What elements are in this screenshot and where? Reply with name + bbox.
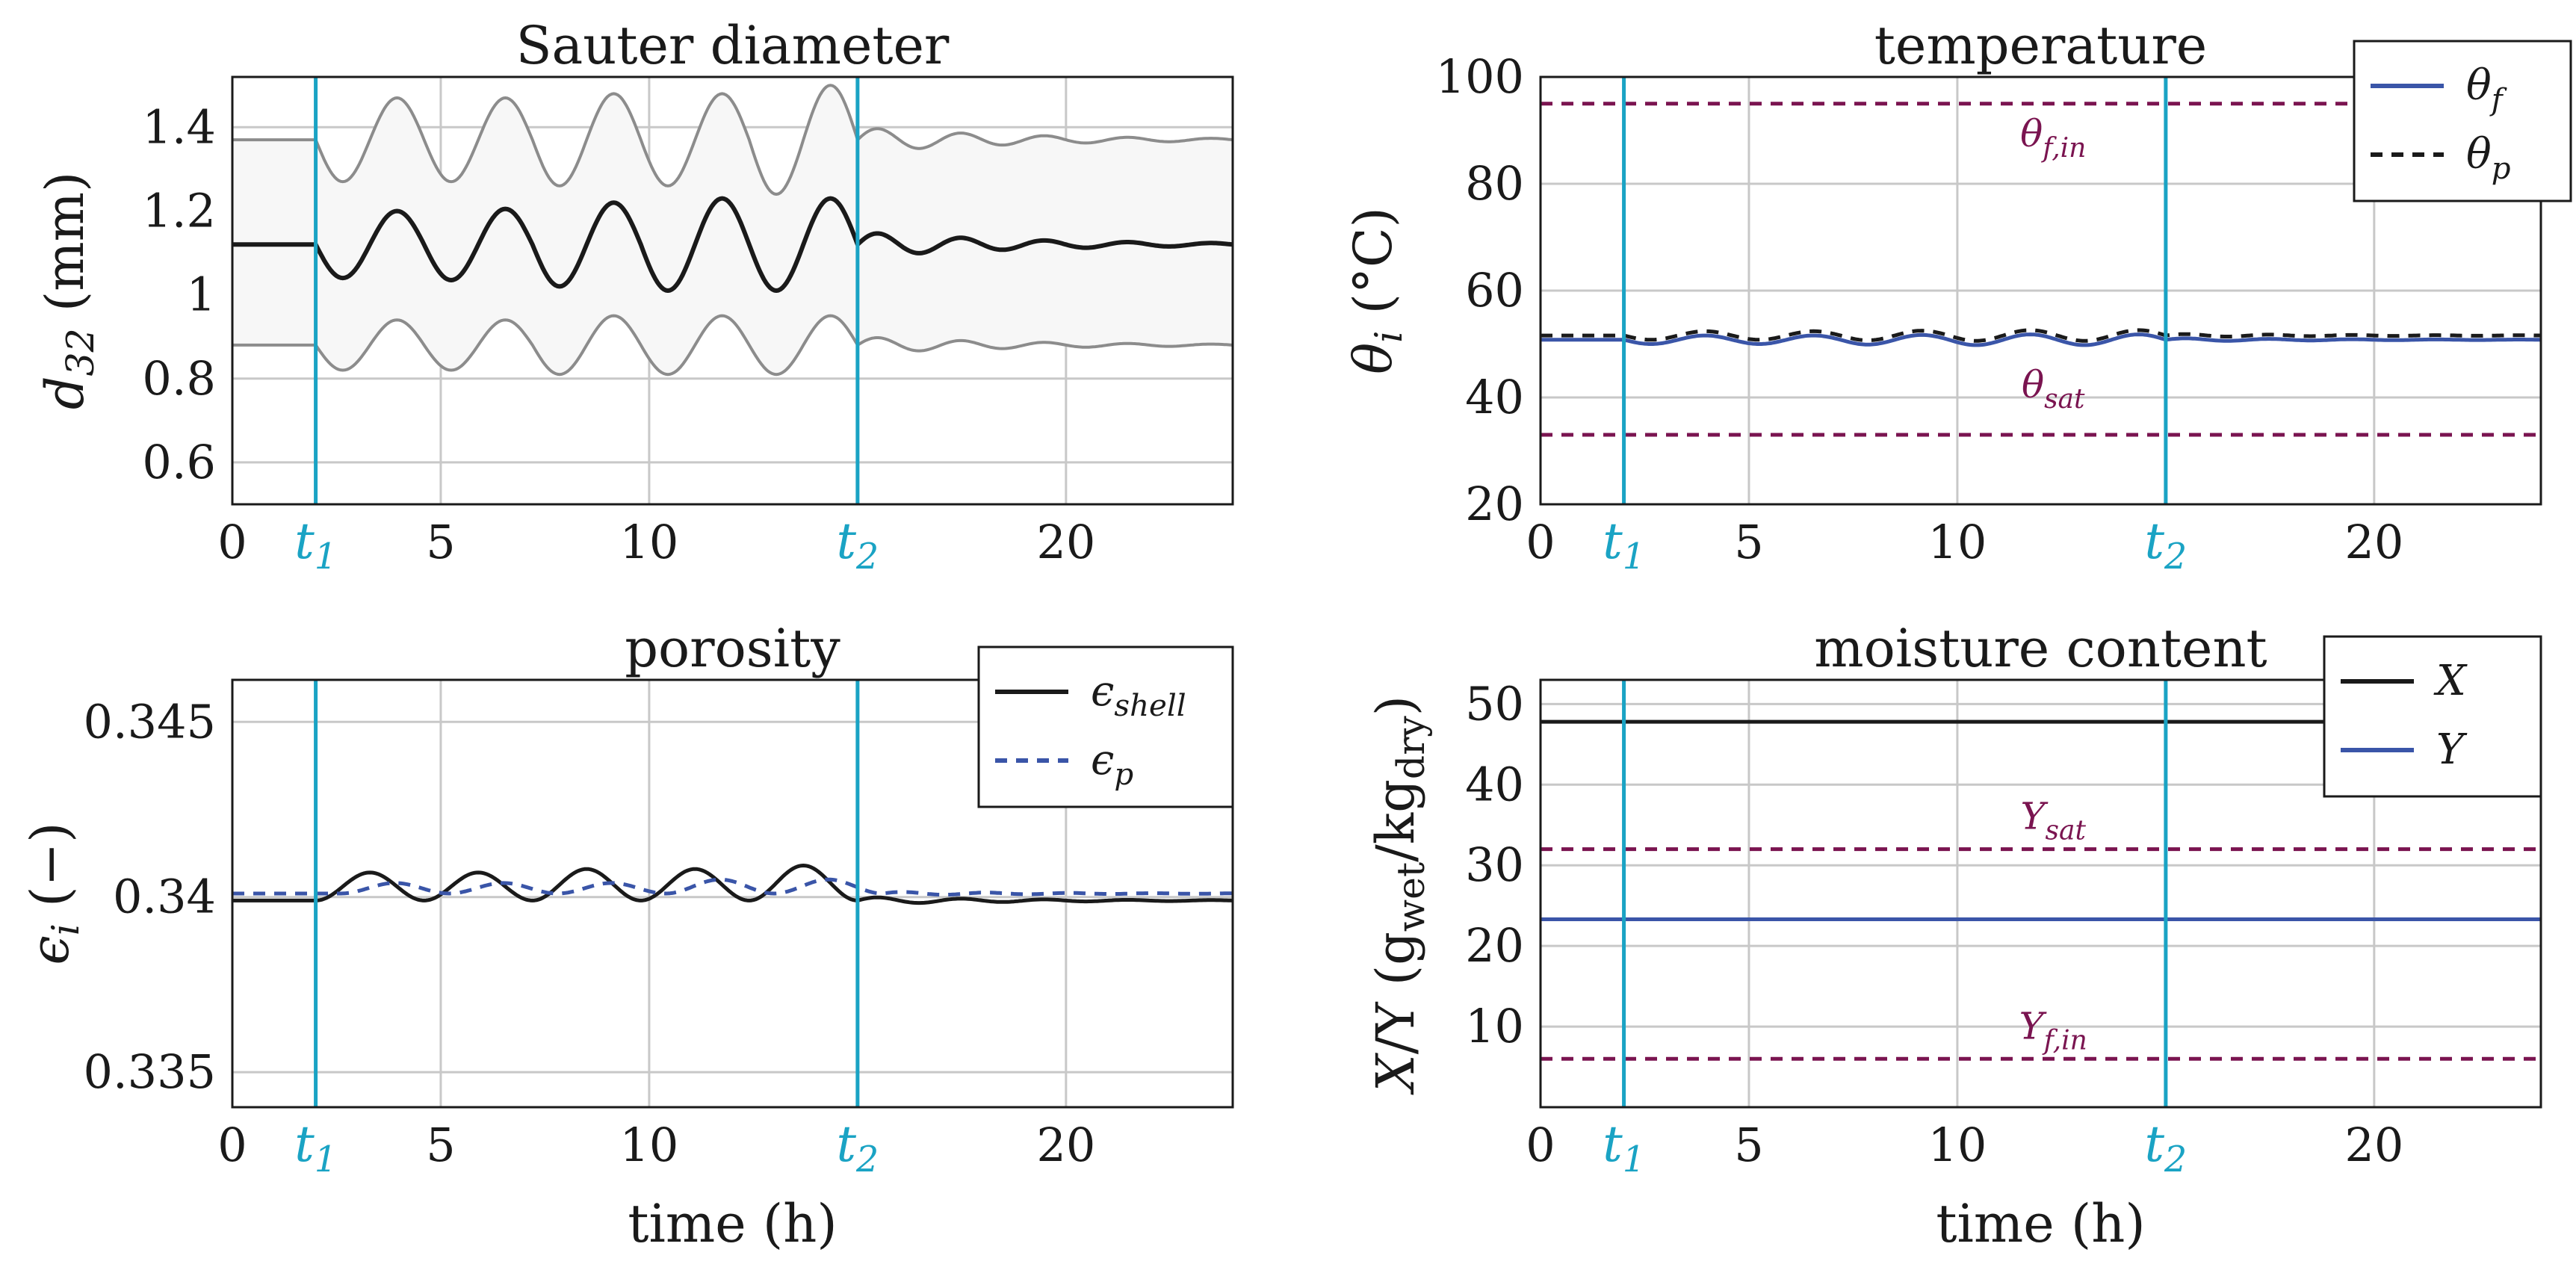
x-tick-label: 20 [1036,515,1095,569]
y-tick-label: 50 [1465,676,1524,731]
chart-title: porosity [625,618,840,679]
chart-title: moisture content [1814,618,2267,679]
x-tick-label: 0 [1526,515,1555,569]
series-line [1541,332,2541,347]
x-tick-label: 0 [217,515,247,569]
y-tick-label: 80 [1465,156,1524,211]
band-area [232,85,1233,375]
x-tick-label: 20 [2344,1118,2403,1172]
x-axis-label: time (h) [1936,1193,2145,1254]
y-tick-label: 0.8 [142,351,216,406]
x-tick-label: 5 [426,1118,455,1172]
axes-frame [1539,75,2542,506]
y-tick-label: 0.34 [113,870,216,924]
x-tick-label: 5 [1734,1118,1763,1172]
legend: ϵshell ϵp [977,645,1234,808]
annotation-label: θf,in [2020,112,2086,164]
event-tick-label: t1 [294,1115,337,1180]
y-tick-label: 100 [1436,49,1524,104]
series-line [1541,328,2541,343]
panel-temperature: θf,in θsat 0 5 10 20 t1 t2 20 40 60 80 100 temperatur… [1343,15,2572,578]
y-tick-label: 60 [1465,263,1524,318]
legend: XY [2323,635,2542,798]
series-line [232,877,1233,897]
chart-title: temperature [1874,15,2207,76]
event-tick-label: t2 [2144,513,2187,578]
axes-frame [231,75,1234,506]
x-tick-label: 10 [619,515,678,569]
plot-area [232,77,1233,504]
y-tick-label: 0.6 [142,435,216,489]
legend-box [2353,40,2572,202]
y-tick-label: 30 [1465,837,1524,892]
legend-box [2323,635,2542,798]
annotation-label: Yf,in [2019,1004,2087,1056]
y-tick-label: 0.335 [84,1044,217,1099]
legend-label: ϵshell [1091,667,1186,723]
x-axis-label: time (h) [628,1193,837,1254]
series-line [232,196,1233,293]
event-tick-label: t1 [294,513,337,578]
x-tick-label: 10 [619,1118,678,1172]
annotation-label: Ysat [2021,795,2087,846]
series-line [232,864,1233,905]
plot-area [232,680,1233,1107]
event-tick-label: t2 [836,513,879,578]
y-tick-label: 0.345 [84,694,217,749]
legend-label: ϵp [1091,736,1133,792]
annotation-label: θsat [2022,363,2085,415]
x-tick-label: 10 [1928,515,1987,569]
event-tick-label: t1 [1603,513,1645,578]
event-tick-label: t2 [836,1115,879,1180]
series-line [232,84,1233,196]
x-tick-label: 20 [2344,515,2403,569]
x-tick-label: 0 [217,1118,247,1172]
chart-title: Sauter diameter [516,15,950,76]
y-tick-label: 1 [187,267,216,322]
y-axis-label: ϵi (−) [19,823,87,965]
y-tick-label: 40 [1465,757,1524,811]
event-tick-label: t1 [1603,1115,1645,1180]
axes-frame [231,678,1234,1109]
legend-label: θp [2466,130,2511,186]
y-tick-label: 20 [1465,477,1524,531]
x-tick-label: 20 [1036,1118,1095,1172]
x-tick-label: 10 [1928,1118,1987,1172]
plot-area [1541,77,2541,504]
legend-box [977,645,1234,808]
y-tick-label: 1.4 [142,99,216,154]
y-tick-label: 20 [1465,918,1524,973]
series-line [232,314,1233,377]
y-tick-label: 40 [1465,370,1524,424]
legend-label: X [2433,657,2468,705]
x-tick-label: 5 [426,515,455,569]
legend-label: Y [2436,725,2468,774]
y-tick-label: 10 [1465,999,1524,1053]
y-axis-label: X/Y (gwet/kgdry) [1365,696,1433,1095]
y-tick-label: 1.2 [142,183,216,238]
x-tick-label: 0 [1526,1118,1555,1172]
panel-porosity: 0 5 10 20 t1 t2 0.335 0.34 0.345 porosity ϵi (−) ti… [19,618,1234,1254]
y-axis-label: θi (°C) [1343,207,1411,374]
y-axis-label: d32 (mm) [34,172,102,410]
panel-sauter: 0 5 10 20 t1 t2 0.6 0.8 1 1.2 1.4 Sauter diameter d3… [34,15,1234,578]
event-tick-label: t2 [2144,1115,2187,1180]
x-tick-label: 5 [1734,515,1763,569]
axes-frame [1539,678,2542,1109]
panel-moisture: Ysat Yf,in 0 5 10 20 t1 t2 10 20 30 40 50 moisture co… [1365,618,2542,1254]
